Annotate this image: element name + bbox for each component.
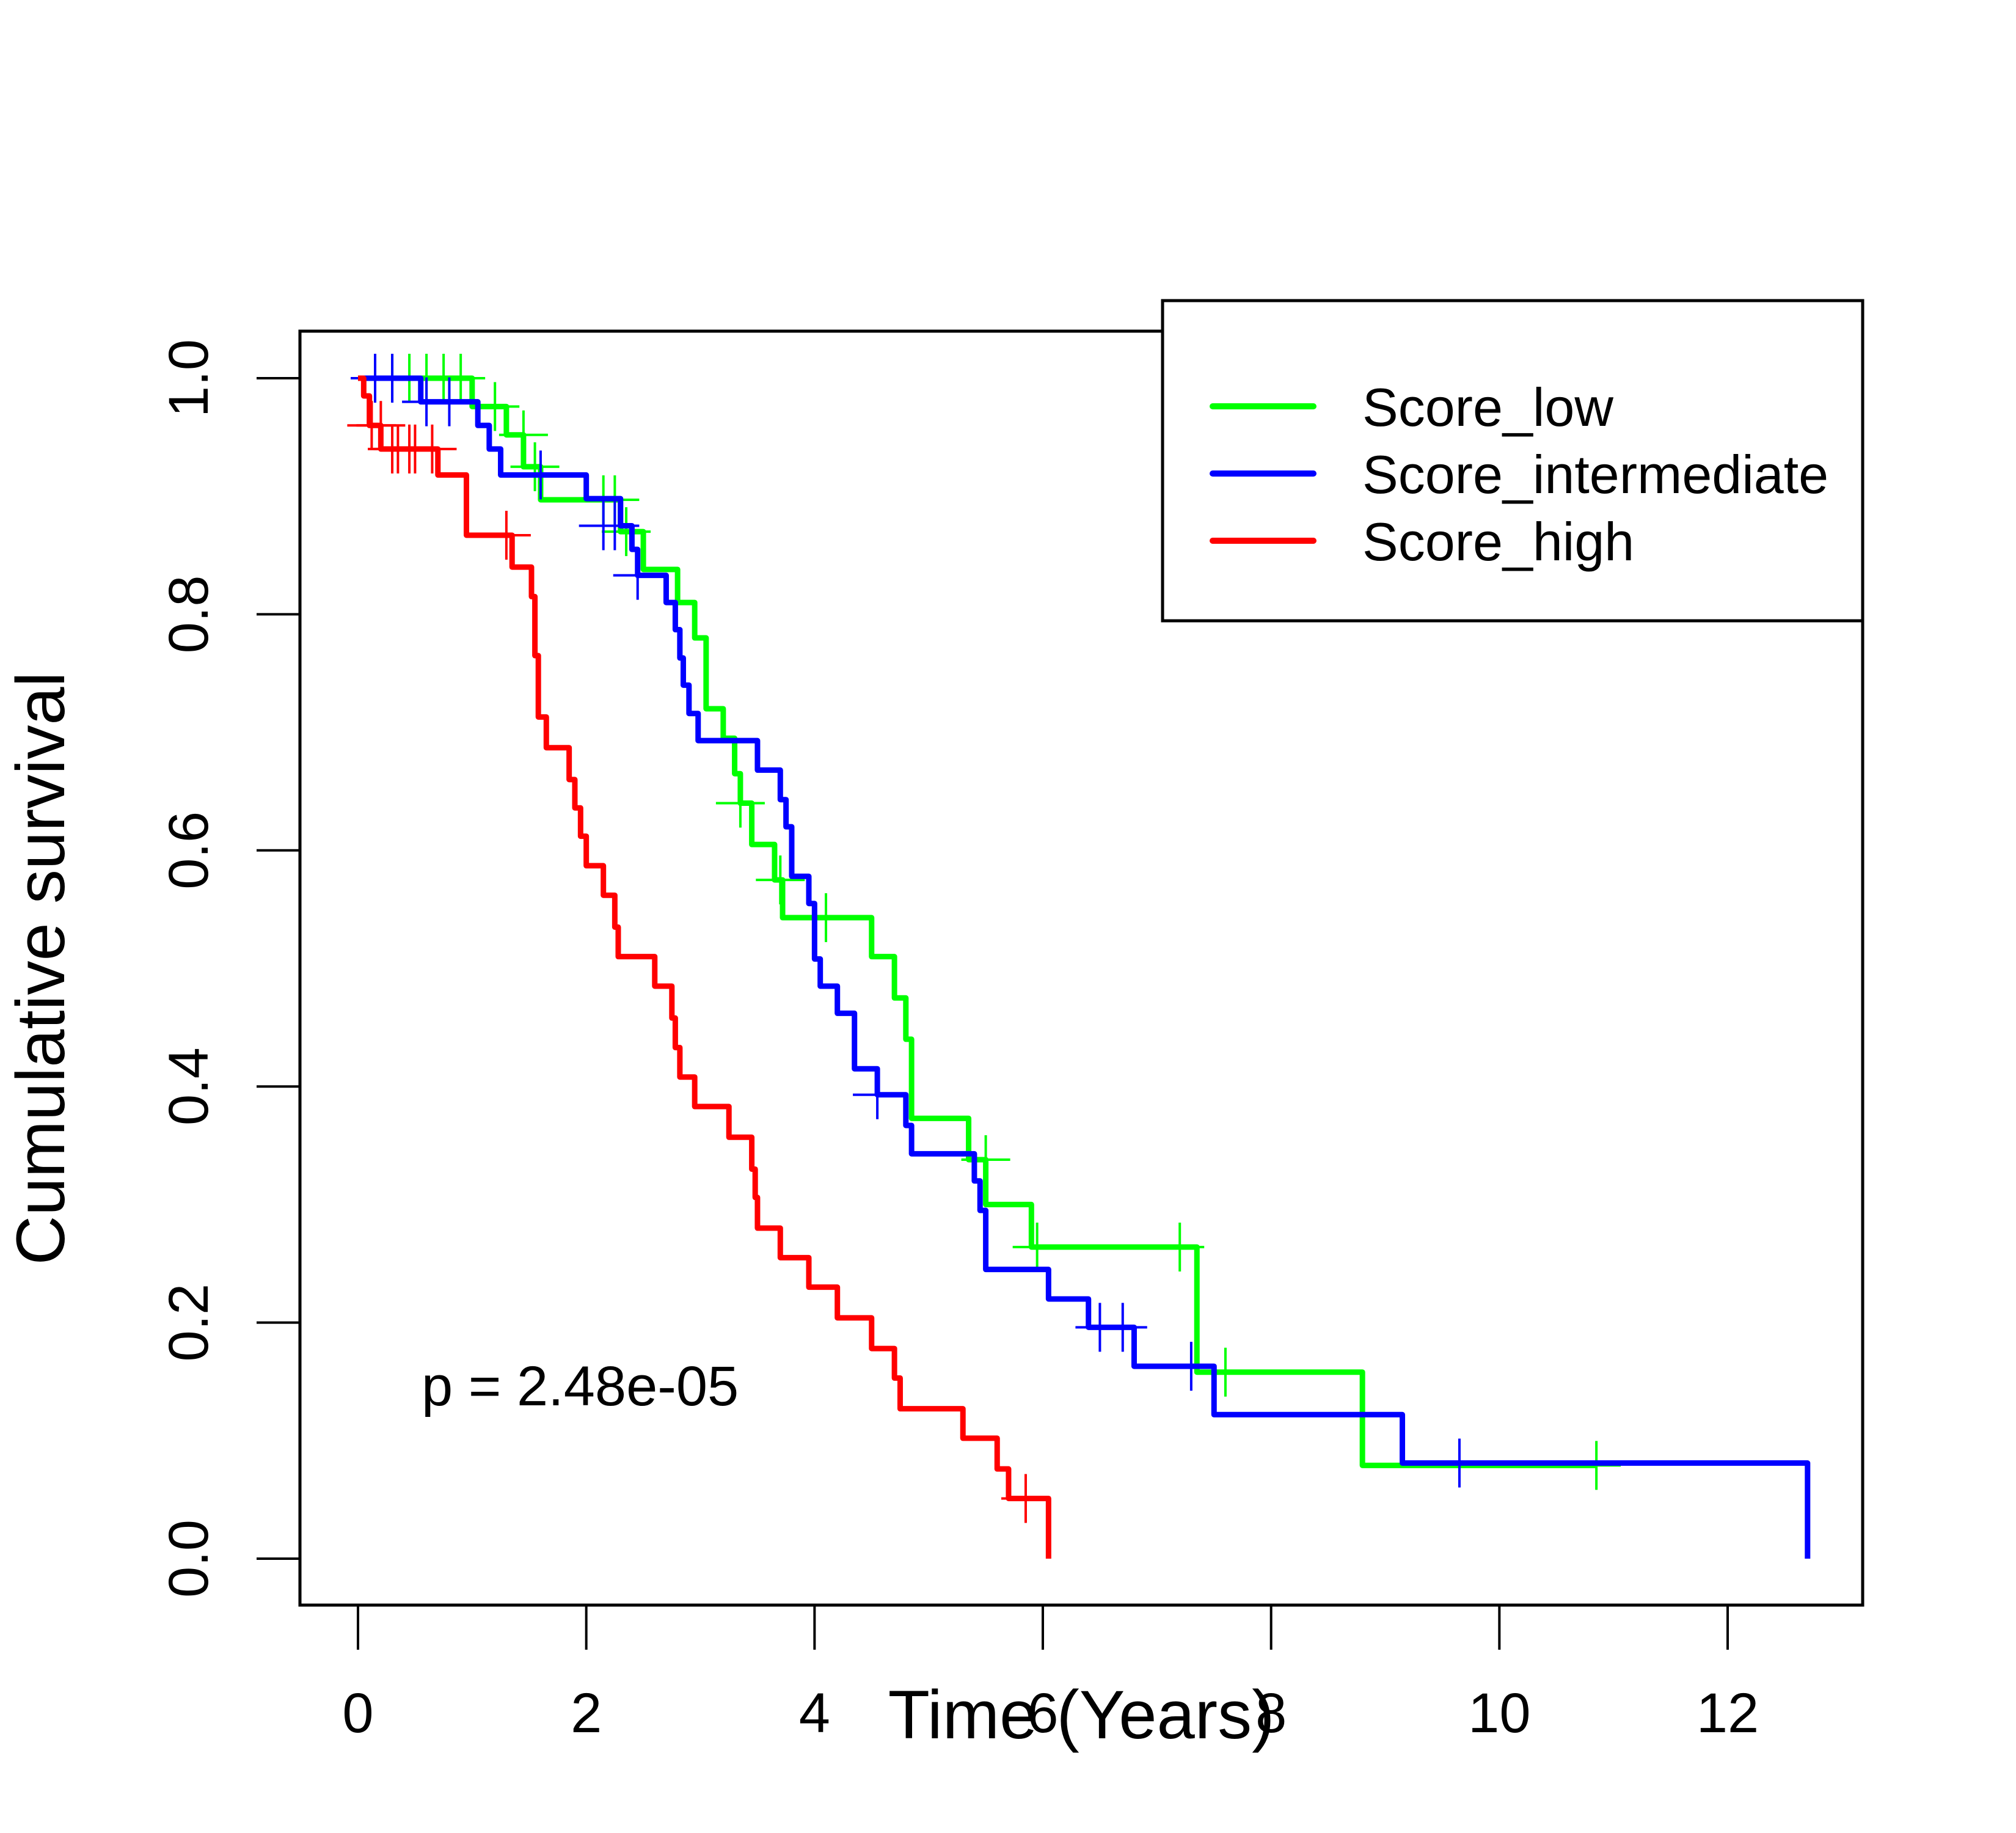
y-tick-label: 1.0	[158, 339, 220, 417]
km-step-line	[358, 375, 1811, 1559]
series-Score_intermediate	[351, 354, 1811, 1559]
plot-frame	[298, 329, 1864, 1607]
y-tick-label: 0.0	[158, 1520, 220, 1598]
x-tick-label: 4	[799, 1682, 830, 1744]
x-tick-label: 0	[342, 1682, 373, 1744]
legend-label: Score_low	[1362, 377, 1613, 437]
y-tick-label: 0.2	[158, 1284, 220, 1362]
p-value-annotation: p = 2.48e-05	[422, 1355, 739, 1418]
y-tick-label: 0.4	[158, 1047, 220, 1125]
km-step-line	[358, 375, 1051, 1559]
legend-box	[1161, 299, 1864, 623]
y-tick-label: 0.6	[158, 811, 220, 890]
x-axis-title: Time (Years)	[888, 1677, 1275, 1753]
legend-label: Score_intermediate	[1362, 444, 1828, 505]
x-tick-label: 6	[1027, 1682, 1058, 1744]
x-axis: 0 2 4 6 8 10 12	[342, 1605, 1759, 1744]
legend-label: Score_high	[1362, 511, 1634, 572]
y-axis: 0.0 0.2 0.4 0.6 0.8 1.0	[158, 339, 300, 1598]
y-axis-title: Cumulative survival	[2, 672, 79, 1265]
survival-curves	[347, 354, 1811, 1559]
x-tick-label: 8	[1255, 1682, 1287, 1744]
series-Score_high	[347, 375, 1051, 1559]
x-tick-label: 2	[571, 1682, 602, 1744]
x-tick-label: 10	[1468, 1682, 1530, 1744]
y-tick-label: 0.8	[158, 575, 220, 653]
x-tick-label: 12	[1696, 1682, 1759, 1744]
